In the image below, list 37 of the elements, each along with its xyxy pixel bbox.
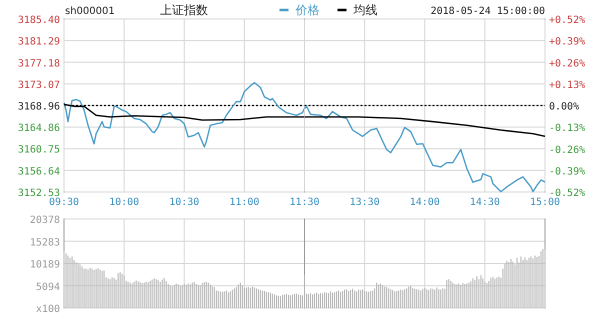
text: -0.39%	[549, 166, 586, 178]
y-tick-label: 3173.07	[18, 80, 60, 91]
x-tick-label: 14:00	[410, 197, 440, 208]
text: sh000001	[65, 6, 115, 17]
y-tick-label: 3181.29	[18, 36, 60, 48]
y-tick-label: 15283	[30, 237, 60, 248]
x-tick-label: 10:00	[109, 197, 140, 208]
text: 2018-05-24 15:00:00	[430, 6, 545, 17]
y-tick-label: 3156.64	[18, 166, 60, 178]
y-tick-label: 3185.40	[18, 15, 60, 26]
text: -0.13%	[549, 123, 586, 134]
text: -0.26%	[549, 144, 586, 156]
text: +0.13%	[549, 80, 586, 91]
y-tick-label: x100	[36, 304, 60, 315]
x-tick-label: 09:30	[48, 197, 80, 208]
x-tick-label: 13:30	[350, 197, 380, 208]
y-tick-label: 3160.75	[18, 144, 60, 156]
y-tick-label: 3168.96	[18, 102, 60, 113]
y-tick-label: 5094	[36, 282, 60, 293]
text: 0.00%	[549, 102, 580, 112]
x-tick-label: 14:30	[470, 197, 500, 208]
legend-label: 均线	[352, 3, 378, 17]
text: -0.52%	[549, 188, 586, 199]
x-tick-label: 11:00	[229, 197, 260, 208]
y-tick-label: 10189	[30, 260, 60, 270]
text: +0.39%	[549, 36, 586, 48]
chart-title: 上证指数	[160, 3, 208, 17]
x-tick-label: 10:30	[169, 197, 200, 208]
y-tick-label: 20378	[30, 215, 60, 226]
y-tick-label: 3177.18	[18, 58, 60, 70]
y-tick-label: 3164.86	[18, 123, 60, 134]
x-tick-label: 15:00	[530, 197, 560, 208]
y-tick-label: 3152.53	[18, 188, 60, 199]
text: +0.26%	[549, 58, 586, 70]
text: +0.52%	[549, 15, 586, 26]
legend-label: 价格	[294, 3, 320, 17]
x-tick-label: 11:30	[289, 197, 320, 208]
